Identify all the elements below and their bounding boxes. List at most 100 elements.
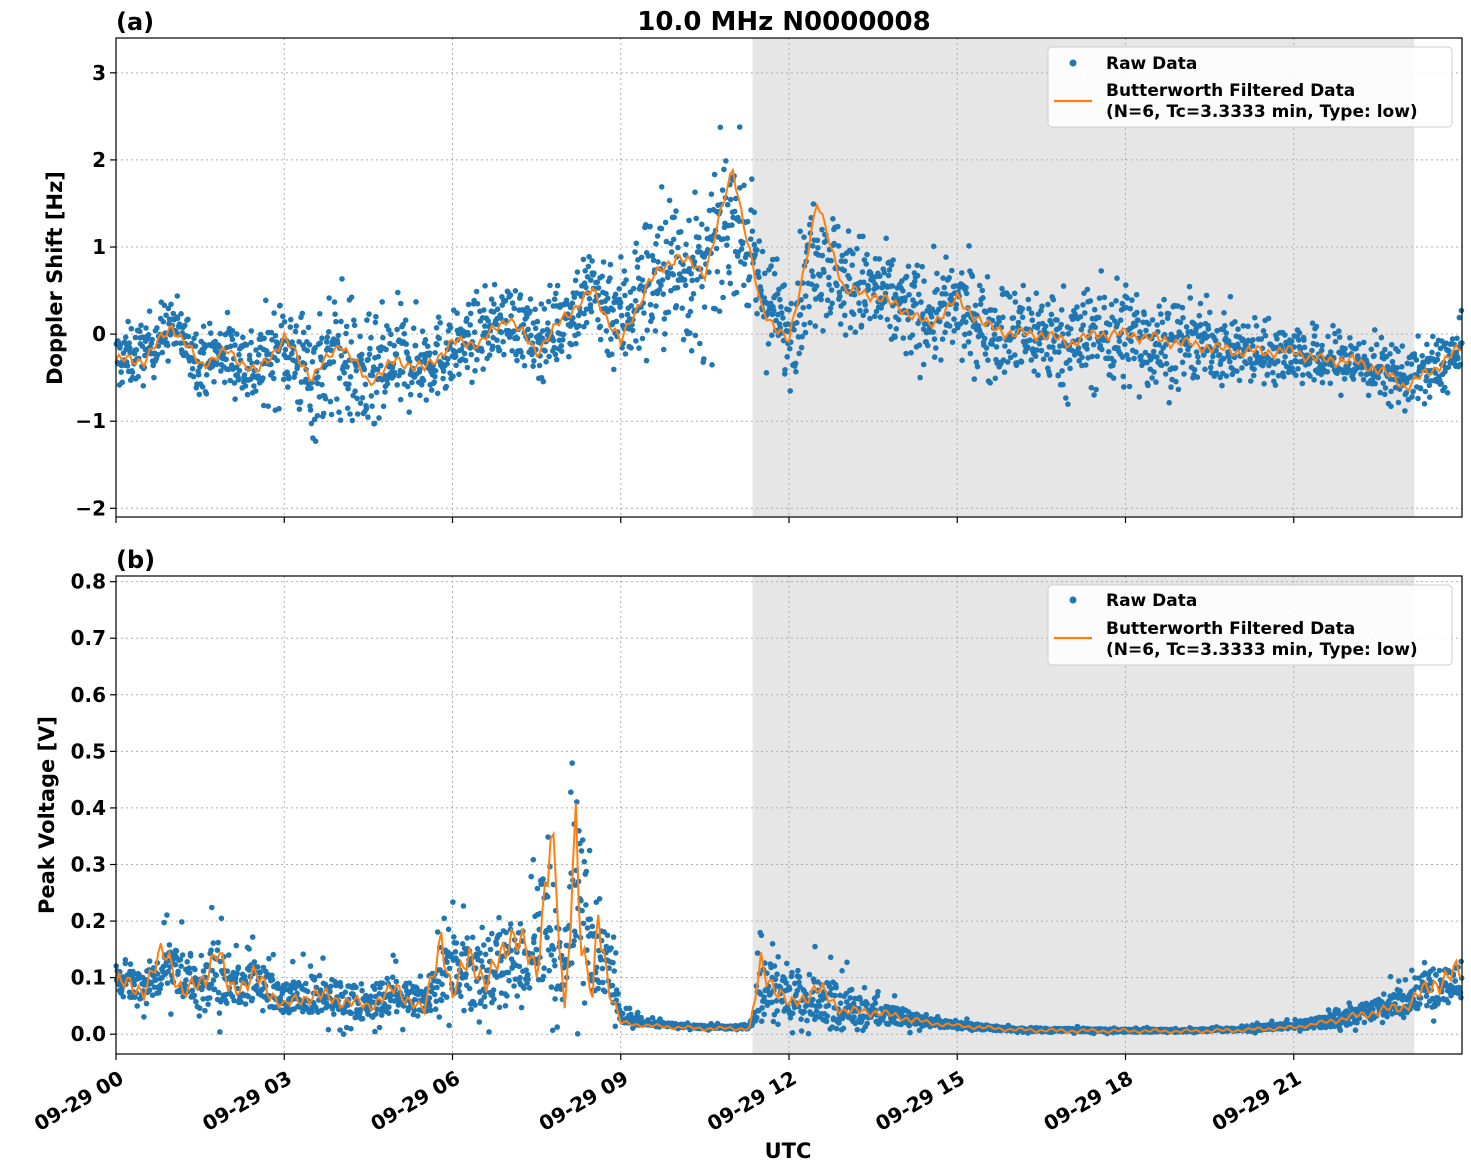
raw-data-point — [1358, 371, 1364, 377]
raw-data-point — [1173, 378, 1179, 385]
raw-data-point — [1149, 317, 1156, 323]
raw-data-point — [1058, 307, 1065, 313]
raw-data-point — [393, 351, 400, 357]
raw-data-point — [445, 926, 452, 933]
raw-data-point — [335, 332, 342, 339]
raw-data-point — [1301, 344, 1308, 351]
raw-data-point — [203, 372, 210, 378]
raw-data-point — [795, 280, 801, 287]
raw-data-point — [1247, 356, 1253, 362]
raw-data-point — [914, 262, 920, 269]
raw-data-point — [454, 310, 460, 317]
raw-data-point — [418, 382, 425, 388]
raw-data-point — [824, 297, 831, 304]
raw-data-point — [532, 306, 538, 313]
raw-data-point — [384, 975, 391, 982]
raw-data-point — [210, 940, 217, 946]
raw-data-point — [1020, 282, 1027, 289]
raw-data-point — [520, 321, 527, 328]
raw-data-point — [688, 296, 695, 302]
raw-data-point — [687, 330, 693, 336]
raw-data-point — [118, 369, 124, 375]
raw-data-point — [1040, 356, 1047, 363]
raw-data-point — [1106, 321, 1113, 328]
raw-data-point — [784, 354, 790, 360]
raw-data-point — [1226, 354, 1232, 361]
raw-data-point — [308, 420, 315, 427]
raw-data-point — [941, 284, 948, 291]
raw-data-point — [607, 261, 614, 268]
raw-data-point — [583, 319, 590, 326]
raw-data-point — [438, 997, 445, 1004]
raw-data-point — [1430, 333, 1436, 340]
raw-data-point — [756, 238, 762, 244]
raw-data-point — [688, 270, 694, 277]
raw-data-point — [618, 312, 625, 319]
raw-data-point — [990, 336, 996, 343]
raw-data-point — [436, 335, 443, 342]
raw-data-point — [804, 1017, 810, 1024]
raw-data-point — [713, 245, 720, 252]
raw-data-point — [304, 988, 311, 995]
raw-data-point — [712, 306, 718, 312]
raw-data-point — [662, 331, 668, 337]
raw-data-point — [1032, 353, 1039, 360]
raw-data-point — [511, 328, 517, 334]
raw-data-point — [341, 370, 348, 376]
raw-data-point — [179, 919, 185, 925]
raw-data-point — [1282, 354, 1288, 360]
raw-data-point — [1101, 294, 1108, 301]
y-tick-label: −1 — [75, 409, 106, 433]
raw-data-point — [464, 935, 471, 941]
raw-data-point — [1012, 352, 1018, 358]
raw-data-point — [1293, 372, 1299, 379]
raw-data-point — [797, 311, 804, 318]
raw-data-point — [469, 934, 476, 941]
raw-data-point — [146, 987, 153, 993]
raw-data-point — [327, 398, 334, 405]
raw-data-point — [304, 347, 311, 354]
raw-data-point — [514, 357, 520, 364]
raw-data-point — [207, 995, 213, 1001]
raw-data-point — [211, 379, 217, 385]
raw-data-point — [652, 328, 659, 334]
raw-data-point — [1368, 346, 1375, 353]
raw-data-point — [910, 297, 916, 303]
raw-data-point — [671, 214, 677, 221]
raw-data-point — [246, 946, 252, 952]
raw-data-point — [965, 339, 972, 345]
raw-data-point — [164, 912, 170, 918]
raw-data-point — [328, 983, 334, 990]
raw-data-point — [1033, 290, 1040, 297]
raw-data-point — [1223, 330, 1229, 336]
raw-data-point — [1138, 353, 1144, 359]
raw-data-point — [461, 350, 468, 357]
raw-data-point — [1151, 369, 1157, 375]
raw-data-point — [154, 325, 160, 331]
raw-data-point — [1065, 331, 1072, 337]
raw-data-point — [656, 286, 663, 293]
raw-data-point — [721, 166, 727, 173]
raw-data-point — [479, 924, 486, 931]
raw-data-point — [836, 1020, 842, 1026]
raw-data-point — [861, 279, 867, 286]
raw-data-point — [546, 967, 552, 974]
raw-data-point — [550, 337, 557, 344]
raw-data-point — [514, 335, 521, 342]
raw-data-point — [551, 344, 558, 351]
raw-data-point — [1113, 298, 1119, 304]
raw-data-point — [622, 351, 629, 357]
raw-data-point — [824, 1013, 831, 1019]
raw-data-point — [740, 239, 746, 246]
raw-data-point — [551, 957, 557, 964]
raw-data-point — [856, 300, 862, 306]
raw-data-point — [257, 969, 264, 975]
raw-data-point — [406, 409, 413, 416]
raw-data-point — [465, 332, 472, 338]
raw-data-point — [1131, 355, 1137, 362]
raw-data-point — [412, 342, 419, 349]
raw-data-point — [701, 304, 708, 310]
raw-data-point — [1081, 290, 1087, 297]
raw-data-point — [973, 359, 980, 366]
raw-data-point — [881, 269, 888, 276]
